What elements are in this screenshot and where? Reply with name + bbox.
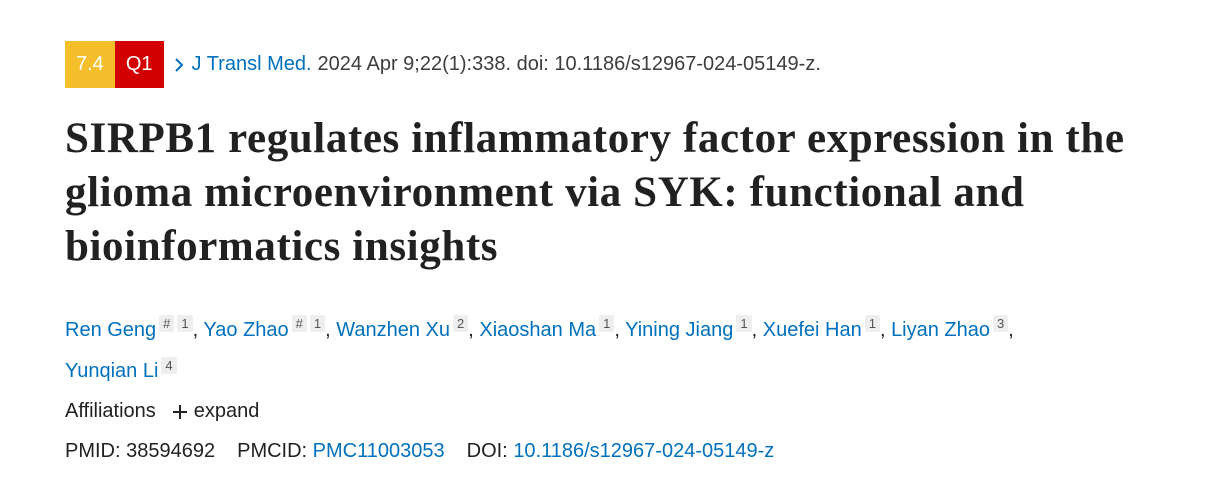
journal-link[interactable]: J Transl Med.: [191, 53, 312, 75]
identifier: PMID: 38594692: [65, 440, 215, 462]
affiliation-number[interactable]: 1: [736, 315, 752, 332]
separator: ,: [614, 318, 620, 341]
identifier-link[interactable]: PMC11003053: [312, 440, 445, 462]
identifier-label: PMID:: [65, 440, 121, 462]
author-marks: 1: [596, 315, 615, 332]
author-name[interactable]: Yining Jiang: [625, 318, 734, 341]
author-marks: 1: [733, 315, 752, 332]
author-name[interactable]: Yao Zhao: [203, 318, 289, 341]
citation: 7.4 Q1 J Transl Med. 2024 Apr 9;22(1):338…: [65, 41, 821, 88]
identifier-value: 38594692: [126, 440, 216, 462]
author-marks: 4: [158, 356, 177, 374]
affiliation-number[interactable]: 1: [864, 315, 880, 332]
identifier: PMCID: PMC11003053: [237, 440, 445, 462]
article-title: SIRPB1 regulates inflammatory factor exp…: [65, 115, 1125, 270]
author-name[interactable]: Wanzhen Xu: [336, 318, 451, 341]
affiliation-number[interactable]: 1: [177, 315, 193, 332]
author: Yao Zhao #1,: [203, 315, 331, 341]
separator: ,: [192, 318, 199, 341]
affiliations: Affiliations expand: [65, 400, 259, 423]
author: Wanzhen Xu 2,: [336, 315, 474, 341]
author-name[interactable]: Xiaoshan Ma: [479, 318, 597, 341]
separator: ,: [751, 318, 758, 341]
identifiers: PMID: 38594692 PMCID: PMC11003053 DOI: 10.…: [65, 440, 796, 463]
author: Yunqian Li 4: [65, 356, 177, 383]
identifier-label: DOI:: [466, 440, 508, 462]
author-name[interactable]: Xuefei Han: [762, 318, 862, 341]
author-marks: #1: [156, 315, 193, 332]
author-marks: #1: [289, 315, 326, 332]
author: Yining Jiang 1,: [625, 315, 758, 341]
author-marks: 2: [450, 315, 469, 332]
equal-contrib: #: [291, 315, 307, 332]
separator: ,: [879, 318, 886, 341]
author: Ren Geng #1,: [65, 315, 199, 341]
identifier-label: PMCID:: [237, 440, 308, 462]
author: Liyan Zhao 3,: [891, 315, 1014, 341]
affiliation-number[interactable]: 4: [161, 356, 177, 374]
author-marks: 3: [990, 315, 1009, 332]
author-list: Ren Geng #1, Yao Zhao #1, Wanzhen Xu 2, Xia…: [65, 306, 1055, 389]
affiliation-number[interactable]: 3: [993, 315, 1009, 332]
equal-contrib: #: [159, 315, 175, 332]
separator: ,: [1008, 318, 1014, 341]
identifier-link[interactable]: 10.1186/s12967-024-05149-z: [513, 440, 775, 462]
author-name[interactable]: Liyan Zhao: [891, 318, 991, 341]
impact-badge: 7.4: [65, 41, 115, 88]
author-name[interactable]: Yunqian Li: [65, 360, 159, 383]
author: Xiaoshan Ma 1,: [479, 315, 620, 341]
chevron-icon: [174, 57, 183, 72]
plus-icon[interactable]: [172, 404, 188, 420]
author-marks: 1: [862, 315, 880, 332]
separator: ,: [468, 318, 474, 341]
affiliations-label: Affiliations: [65, 400, 156, 422]
affiliation-number[interactable]: 2: [453, 315, 469, 332]
identifier: DOI: 10.1186/s12967-024-05149-z: [467, 440, 775, 462]
citation-details: 2024 Apr 9;22(1):338. doi: 10.1186/s1296…: [317, 53, 821, 75]
affiliation-number[interactable]: 1: [599, 315, 615, 332]
expand-toggle[interactable]: expand: [193, 400, 260, 422]
quartile-badge: Q1: [114, 41, 164, 88]
author: Xuefei Han 1,: [762, 315, 886, 341]
affiliation-number[interactable]: 1: [309, 315, 326, 332]
author-name[interactable]: Ren Geng: [65, 318, 157, 341]
separator: ,: [325, 318, 331, 341]
